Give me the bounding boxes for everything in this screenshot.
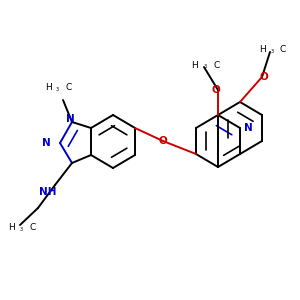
Text: H: H bbox=[259, 46, 266, 55]
Text: O: O bbox=[212, 85, 220, 95]
Text: N: N bbox=[42, 138, 50, 148]
Text: NH: NH bbox=[39, 187, 57, 197]
Text: O: O bbox=[260, 72, 268, 82]
Text: C: C bbox=[29, 224, 35, 232]
Text: H: H bbox=[45, 83, 52, 92]
Text: O: O bbox=[159, 136, 167, 146]
Text: $_3$: $_3$ bbox=[55, 86, 59, 94]
Text: C: C bbox=[65, 83, 71, 92]
Text: N: N bbox=[66, 114, 74, 124]
Text: $_3$: $_3$ bbox=[19, 226, 23, 234]
Text: C: C bbox=[213, 61, 219, 70]
Text: $_3$: $_3$ bbox=[202, 63, 207, 71]
Text: $_3$: $_3$ bbox=[270, 48, 274, 56]
Text: H: H bbox=[191, 61, 198, 70]
Text: H: H bbox=[8, 224, 15, 232]
Text: C: C bbox=[280, 46, 286, 55]
Text: N: N bbox=[244, 123, 252, 133]
